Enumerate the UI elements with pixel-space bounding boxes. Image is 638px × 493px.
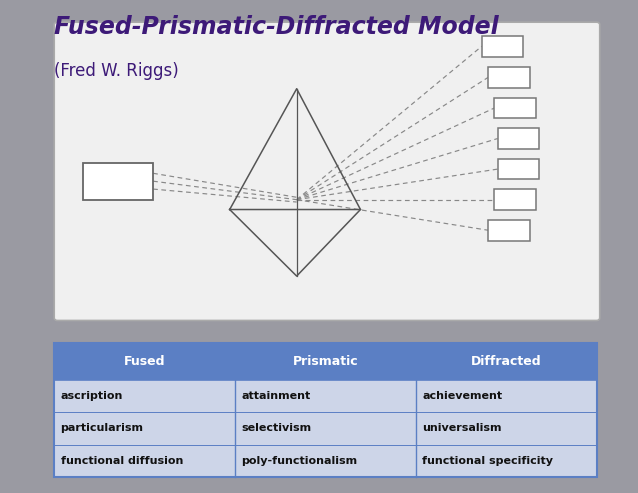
Text: attainment: attainment [241,391,311,401]
Bar [416,445,597,477]
Bar [416,412,597,445]
Bar [54,343,235,380]
Bar [54,412,235,445]
Text: Diffracted: Diffracted [471,354,542,368]
Text: poly-functionalism: poly-functionalism [241,456,357,466]
Text: particularism: particularism [61,423,144,433]
Bar [416,343,597,380]
Bar [235,343,416,380]
Text: achievement: achievement [422,391,502,401]
Bar [498,128,539,149]
Bar [488,67,530,88]
Text: functional diffusion: functional diffusion [61,456,183,466]
FancyBboxPatch shape [54,22,600,320]
Bar [498,159,539,179]
Text: Prismatic: Prismatic [293,354,358,368]
Text: Fused-Prismatic-Diffracted Model: Fused-Prismatic-Diffracted Model [54,15,499,39]
Bar [54,343,597,477]
Bar [54,445,235,477]
Bar [482,36,523,57]
Text: ascription: ascription [61,391,123,401]
Bar [494,98,536,118]
Bar [416,380,597,412]
Bar [494,189,536,210]
Bar [488,220,530,241]
Text: functional specificity: functional specificity [422,456,553,466]
Bar [235,412,416,445]
Text: selectivism: selectivism [241,423,311,433]
Bar [235,380,416,412]
Bar [83,163,153,200]
Text: Fused: Fused [124,354,165,368]
Text: (Fred W. Riggs): (Fred W. Riggs) [54,62,179,80]
Bar [235,445,416,477]
Bar [54,380,235,412]
Text: universalism: universalism [422,423,501,433]
